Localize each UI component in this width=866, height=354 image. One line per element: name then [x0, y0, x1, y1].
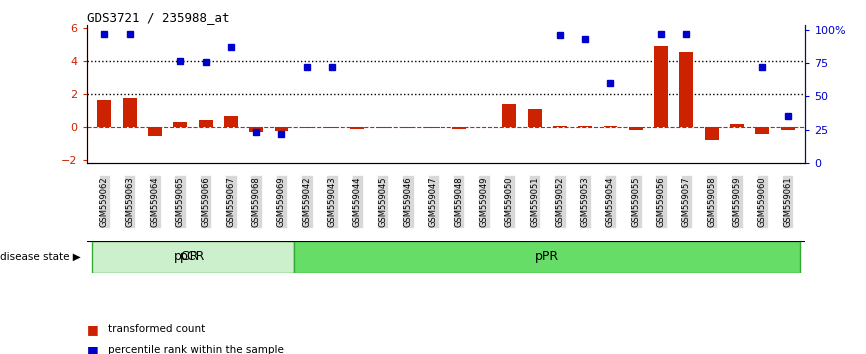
- Bar: [275, 127, 288, 131]
- Text: pPR: pPR: [535, 250, 559, 263]
- Text: GSM559052: GSM559052: [555, 177, 565, 227]
- Bar: [527, 109, 541, 127]
- Bar: [92, 241, 294, 273]
- Text: GSM559064: GSM559064: [151, 176, 159, 227]
- Text: GSM559043: GSM559043: [327, 176, 337, 227]
- Bar: [294, 241, 800, 273]
- Text: GSM559059: GSM559059: [733, 177, 741, 227]
- Bar: [249, 127, 263, 132]
- Bar: [730, 124, 744, 127]
- Text: GSM559055: GSM559055: [631, 177, 640, 227]
- Text: GSM559058: GSM559058: [708, 176, 716, 227]
- Text: GSM559060: GSM559060: [758, 176, 767, 227]
- Bar: [654, 46, 668, 127]
- Text: GSM559047: GSM559047: [429, 176, 438, 227]
- Text: ■: ■: [87, 344, 99, 354]
- Bar: [553, 126, 567, 127]
- Bar: [452, 127, 466, 129]
- Text: percentile rank within the sample: percentile rank within the sample: [108, 346, 284, 354]
- Text: GSM559049: GSM559049: [480, 177, 488, 227]
- Text: GSM559044: GSM559044: [353, 177, 362, 227]
- Bar: [173, 122, 187, 127]
- Bar: [781, 127, 795, 130]
- Bar: [755, 127, 769, 134]
- Text: GSM559042: GSM559042: [302, 177, 311, 227]
- Text: GSM559054: GSM559054: [606, 177, 615, 227]
- Text: GSM559045: GSM559045: [378, 177, 387, 227]
- Bar: [426, 127, 440, 128]
- Bar: [578, 126, 592, 127]
- Bar: [705, 127, 719, 140]
- Text: GSM559046: GSM559046: [404, 176, 412, 227]
- Text: GSM559061: GSM559061: [783, 176, 792, 227]
- Bar: [680, 52, 694, 127]
- Text: GSM559065: GSM559065: [176, 176, 184, 227]
- Bar: [376, 127, 390, 128]
- Text: GSM559069: GSM559069: [277, 176, 286, 227]
- Bar: [604, 126, 617, 127]
- Bar: [97, 101, 111, 127]
- Bar: [198, 120, 212, 127]
- Text: pCR: pCR: [180, 250, 205, 263]
- Text: GSM559050: GSM559050: [505, 177, 514, 227]
- Text: GSM559067: GSM559067: [226, 176, 236, 227]
- Text: GDS3721 / 235988_at: GDS3721 / 235988_at: [87, 11, 229, 24]
- Bar: [123, 98, 137, 127]
- Text: GSM559051: GSM559051: [530, 177, 539, 227]
- Text: GSM559062: GSM559062: [100, 176, 109, 227]
- Bar: [351, 127, 365, 129]
- Text: GSM559068: GSM559068: [252, 176, 261, 227]
- Text: ■: ■: [87, 323, 99, 336]
- Text: transformed count: transformed count: [108, 324, 205, 334]
- Text: GSM559048: GSM559048: [454, 176, 463, 227]
- Bar: [148, 127, 162, 136]
- Text: GSM559066: GSM559066: [201, 176, 210, 227]
- Text: GSM559053: GSM559053: [581, 176, 590, 227]
- Bar: [224, 116, 238, 127]
- Text: pCR: pCR: [174, 250, 199, 263]
- Text: GSM559063: GSM559063: [125, 176, 134, 227]
- Bar: [401, 127, 415, 128]
- Bar: [502, 104, 516, 127]
- Text: disease state ▶: disease state ▶: [0, 252, 81, 262]
- Text: GSM559057: GSM559057: [682, 176, 691, 227]
- Text: GSM559056: GSM559056: [656, 176, 666, 227]
- Bar: [629, 127, 643, 130]
